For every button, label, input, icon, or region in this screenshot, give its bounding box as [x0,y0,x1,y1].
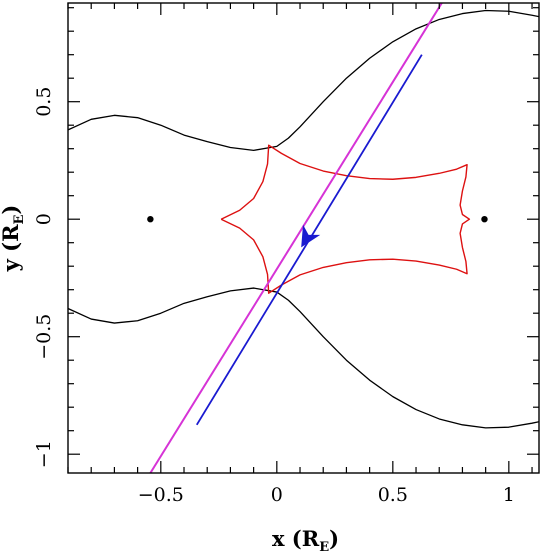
x-tick-label: 0.5 [378,484,408,506]
y-tick-label: −1 [33,440,55,468]
caustic-line [220,144,471,294]
x-axis-label-sub: E [319,540,329,555]
y-axis-label: y (RE) [0,205,27,273]
y-tick-label: 0.5 [33,87,55,117]
axis-ticks [67,3,539,473]
y-axis-label-close: ) [0,205,23,215]
x-tick-label: 0 [271,484,283,506]
y-tick-label: −0.5 [33,314,55,360]
critical-lower-line [68,287,539,429]
critical-upper-line [68,9,539,151]
x-axis-label-close: ) [329,526,339,551]
plot-area [68,3,539,473]
lens-point-1 [147,216,154,223]
x-axis-label: x (RE) [272,526,339,555]
x-tick-label: −0.5 [138,484,184,506]
trajectory-arrow [301,224,321,248]
x-tick-label: 1 [503,484,515,506]
y-axis-label-main: y (R [0,224,23,272]
x-axis-label-main: x (R [272,526,320,551]
tick-labels: −0.5 0 0.5 1 −1 −0.5 0 0.5 [33,87,515,506]
source-position-marker [305,236,311,242]
y-tick-label: 0 [33,213,55,225]
trajectory-model-line [149,3,443,473]
axes-frame [67,2,540,474]
lens-point-2 [481,216,488,223]
y-axis-label-sub: E [12,214,27,224]
